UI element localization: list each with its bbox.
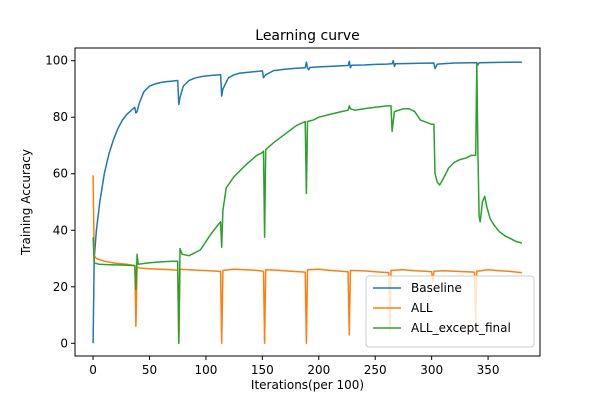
series-line-1 [92,175,522,345]
plot-area [92,59,523,345]
x-tick-label: 250 [364,363,387,377]
y-tick-label: 60 [53,167,68,181]
x-tick-label: 100 [194,363,217,377]
y-tick-label: 40 [53,223,68,237]
y-tick-label: 20 [53,280,68,294]
legend: Baseline ALL ALL_except_final [365,275,535,348]
x-tick-label: 300 [420,363,443,377]
series-line-2 [92,62,523,345]
y-tick-label: 80 [53,110,68,124]
x-tick-label: 0 [89,363,97,377]
x-tick-label: 350 [477,363,500,377]
x-tick-label: 200 [307,363,330,377]
x-axis-label: Iterations(per 100) [251,378,364,392]
x-tick-label: 50 [142,363,157,377]
y-axis-label: Training Accuracy [19,149,33,256]
legend-box [365,275,535,348]
y-axis-ticks: 0 20 40 60 80 100 [45,54,75,350]
y-tick-label: 0 [60,336,68,350]
chart-title: Learning curve [255,28,359,44]
series-line-0 [92,59,522,344]
x-axis-ticks: 0 50 100 150 200 250 300 350 [89,356,500,377]
legend-label-2: ALL_except_final [411,321,511,335]
legend-label-0: Baseline [411,281,462,295]
y-tick-label: 100 [45,54,68,68]
plot-frame [74,47,541,357]
x-tick-label: 150 [251,363,274,377]
legend-label-1: ALL [411,301,433,315]
